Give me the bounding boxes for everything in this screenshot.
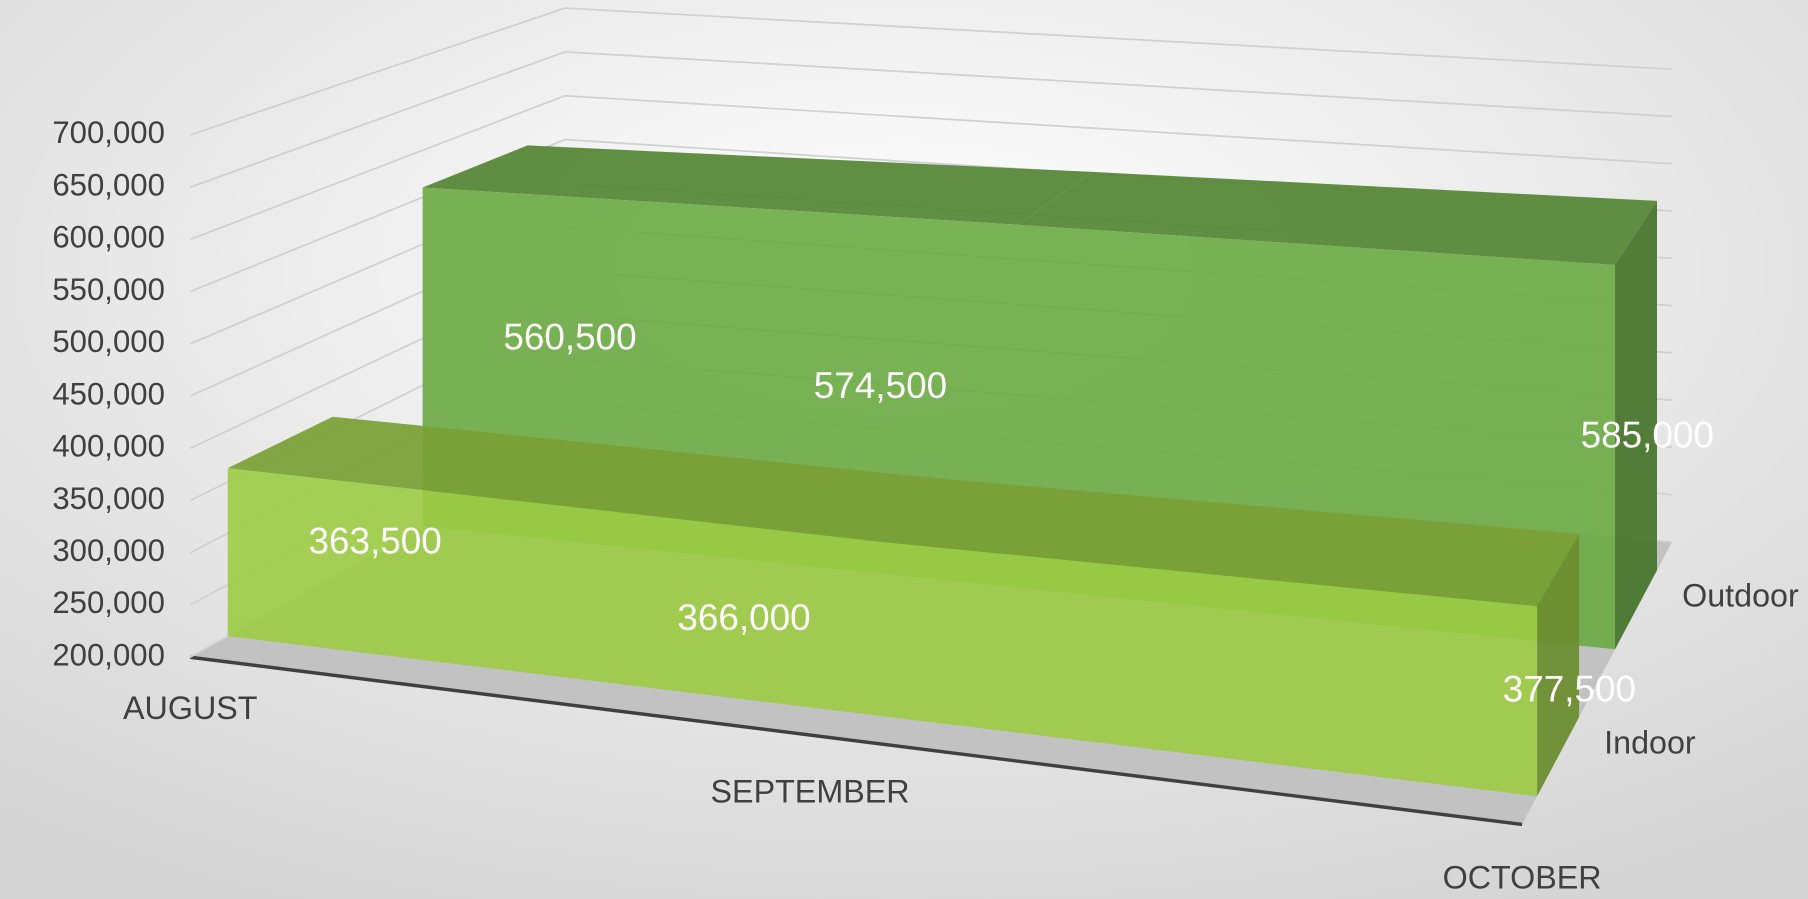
y-tick-label: 650,000 (52, 167, 165, 202)
y-tick-label: 250,000 (52, 585, 165, 620)
value-label: 560,500 (503, 317, 636, 358)
area-front (227, 468, 1538, 797)
area-top (882, 480, 1580, 607)
y-tick-label: 300,000 (52, 533, 165, 568)
value-label: 377,500 (1503, 668, 1636, 709)
x-tick-label: SEPTEMBER (711, 773, 910, 809)
value-label: 363,500 (308, 520, 441, 561)
series-label: Outdoor (1682, 578, 1799, 614)
value-label: 366,000 (677, 597, 810, 638)
floor-edge (190, 655, 1523, 827)
y-tick-label: 700,000 (52, 115, 165, 150)
series-label: Indoor (1604, 725, 1696, 761)
area-top (422, 145, 1093, 225)
area-side (1537, 534, 1580, 797)
grid-line (189, 7, 1673, 136)
area-side (1615, 200, 1658, 650)
y-tick-label: 600,000 (52, 220, 165, 255)
value-label: 585,000 (1581, 415, 1714, 456)
y-tick-label: 200,000 (52, 637, 165, 672)
area-top (227, 416, 956, 543)
plot-area: 200,000 250,000 300,000 350,000 400,000 450,0… (52, 7, 1799, 895)
y-tick-label: 450,000 (52, 376, 165, 411)
value-label: 574,500 (814, 365, 947, 406)
x-tick-label: AUGUST (123, 690, 257, 726)
area-top (1018, 171, 1658, 265)
x-tick-label: OCTOBER (1443, 859, 1602, 895)
grid-line (189, 94, 1673, 241)
y-tick-label: 550,000 (52, 272, 165, 307)
y-tick-label: 400,000 (52, 429, 165, 464)
y-tick-label: 500,000 (52, 324, 165, 359)
grid-line (189, 51, 1673, 188)
y-tick-label: 350,000 (52, 481, 165, 516)
